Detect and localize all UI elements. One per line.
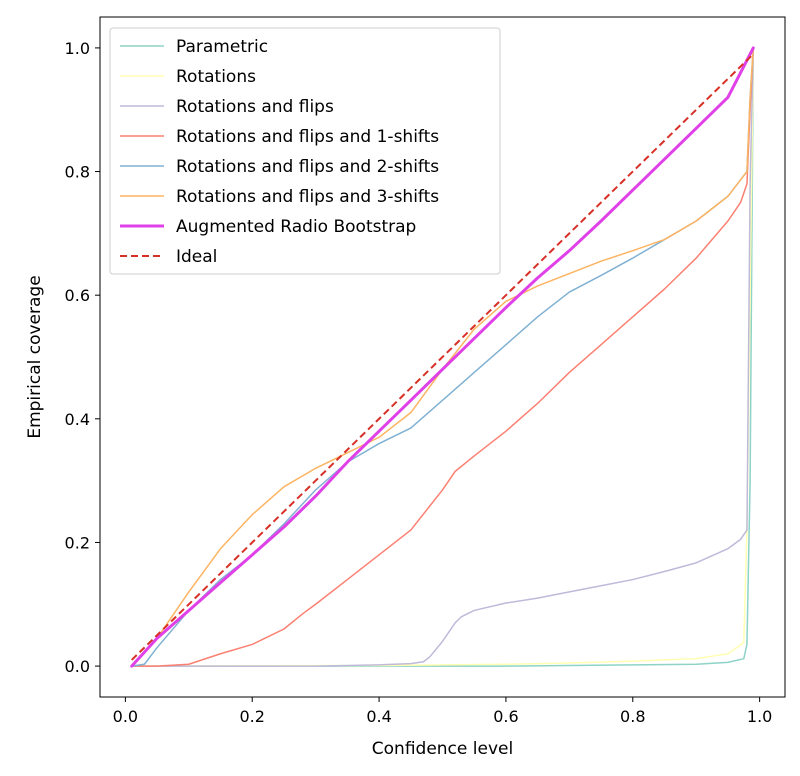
x-tick-label: 0.2 <box>239 707 264 726</box>
legend-box <box>109 27 501 275</box>
legend-label: Rotations and flips and 1-shifts <box>176 127 439 147</box>
x-tick-label: 0.8 <box>620 707 645 726</box>
x-axis-label: Confidence level <box>372 739 513 759</box>
y-tick-label: 0.4 <box>65 410 90 429</box>
series-line-2 <box>130 47 755 667</box>
legend: Parametric Rotations Rotations and flips Ro… <box>109 27 501 275</box>
x-tick-label: 0.6 <box>493 707 518 726</box>
y-tick-label: 0.0 <box>65 657 90 676</box>
x-axis-ticks: 0.0 0.2 0.4 0.6 0.8 1.0 <box>113 697 772 726</box>
series-line-5 <box>130 47 755 667</box>
y-tick-label: 0.8 <box>65 163 90 182</box>
legend-label: Parametric <box>176 37 268 57</box>
legend-label: Rotations and flips <box>176 97 334 117</box>
y-axis-label: Empirical coverage <box>25 275 45 438</box>
series-line-6 <box>130 46 755 668</box>
x-tick-label: 0.0 <box>113 707 138 726</box>
legend-label: Augmented Radio Bootstrap <box>176 217 416 237</box>
y-tick-label: 1.0 <box>65 39 90 58</box>
x-tick-label: 1.0 <box>747 707 772 726</box>
legend-label: Rotations and flips and 3-shifts <box>176 187 439 207</box>
legend-label: Rotations <box>176 67 256 87</box>
x-tick-label: 0.4 <box>366 707 391 726</box>
series-layer <box>130 46 755 668</box>
y-axis-ticks: 0.0 0.2 0.4 0.6 0.8 1.0 <box>65 39 100 676</box>
series-line-0 <box>130 47 755 667</box>
legend-label: Rotations and flips and 2-shifts <box>176 157 439 177</box>
y-tick-label: 0.6 <box>65 286 90 305</box>
legend-label: Ideal <box>176 247 217 267</box>
y-tick-label: 0.2 <box>65 533 90 552</box>
series-line-3 <box>130 47 755 667</box>
series-line-7 <box>131 53 754 661</box>
plot-area-frame <box>99 16 786 698</box>
